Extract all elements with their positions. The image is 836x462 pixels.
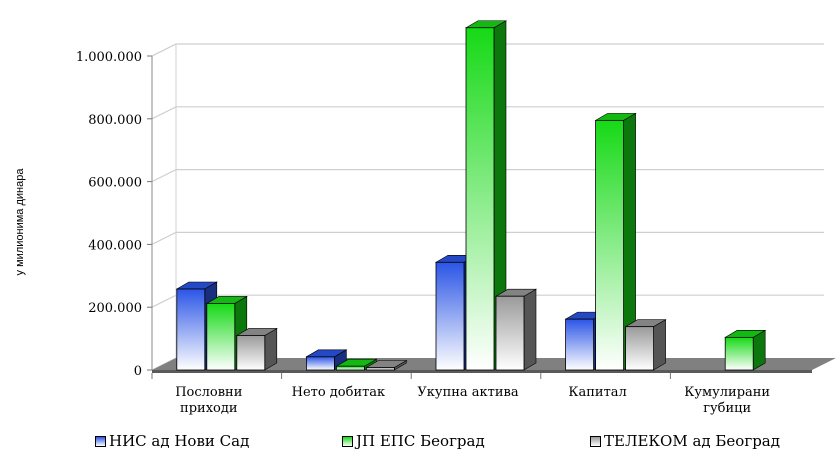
legend: НИС ад Нови Сад ЈП ЕПС Београд ТЕЛЕКОМ ад … (0, 432, 836, 458)
x-tick-label: Пословни (175, 385, 242, 400)
y-tick-label: 800.000 (88, 113, 142, 128)
legend-label: ТЕЛЕКОМ ад Београд (604, 432, 780, 450)
gridline (151, 43, 824, 57)
y-tick-label: 0 (134, 364, 142, 379)
x-tick-label: Укупна актива (417, 385, 518, 400)
x-tick-label: приходи (180, 401, 237, 416)
legend-item: НИС ад Нови Сад (95, 432, 249, 450)
bar (724, 329, 767, 371)
bar (235, 327, 278, 371)
bar-chart: 0 200.000 400.000 600.000 800.000 1.000.000 П… (14, 20, 836, 416)
legend-swatch (95, 435, 106, 447)
legend-label: ЈП ЕПС Београд (356, 432, 485, 450)
bar (365, 359, 408, 371)
y-tick-label: 600.000 (88, 176, 142, 191)
chart-walls (151, 43, 177, 371)
x-tick-label: губици (703, 401, 751, 416)
y-axis-label: у милионима динара (14, 168, 26, 276)
bar (594, 112, 637, 371)
legend-swatch (342, 435, 353, 447)
bar (305, 349, 348, 371)
x-tick-label: Капитал (568, 385, 626, 400)
gridline (151, 106, 824, 120)
legend-item: ЈП ЕПС Београд (342, 432, 485, 450)
floor-edge (152, 370, 812, 373)
bar (624, 319, 667, 371)
x-tick-label: Кумулирани (684, 385, 770, 400)
legend-swatch (590, 435, 601, 447)
y-tick-label: 200.000 (88, 301, 142, 316)
side-wall (151, 43, 177, 371)
y-axis-ticks: 0 200.000 400.000 600.000 800.000 1.000.000 (76, 50, 153, 379)
x-tick-label: Нето добитак (292, 385, 386, 400)
legend-item: ТЕЛЕКОМ ад Београд (590, 432, 780, 450)
y-tick-label: 400.000 (88, 238, 142, 253)
bars (175, 20, 767, 371)
legend-label: НИС ад Нови Сад (109, 432, 250, 450)
bar (494, 288, 538, 371)
bar (464, 20, 508, 371)
y-tick-label: 1.000.000 (76, 50, 142, 65)
